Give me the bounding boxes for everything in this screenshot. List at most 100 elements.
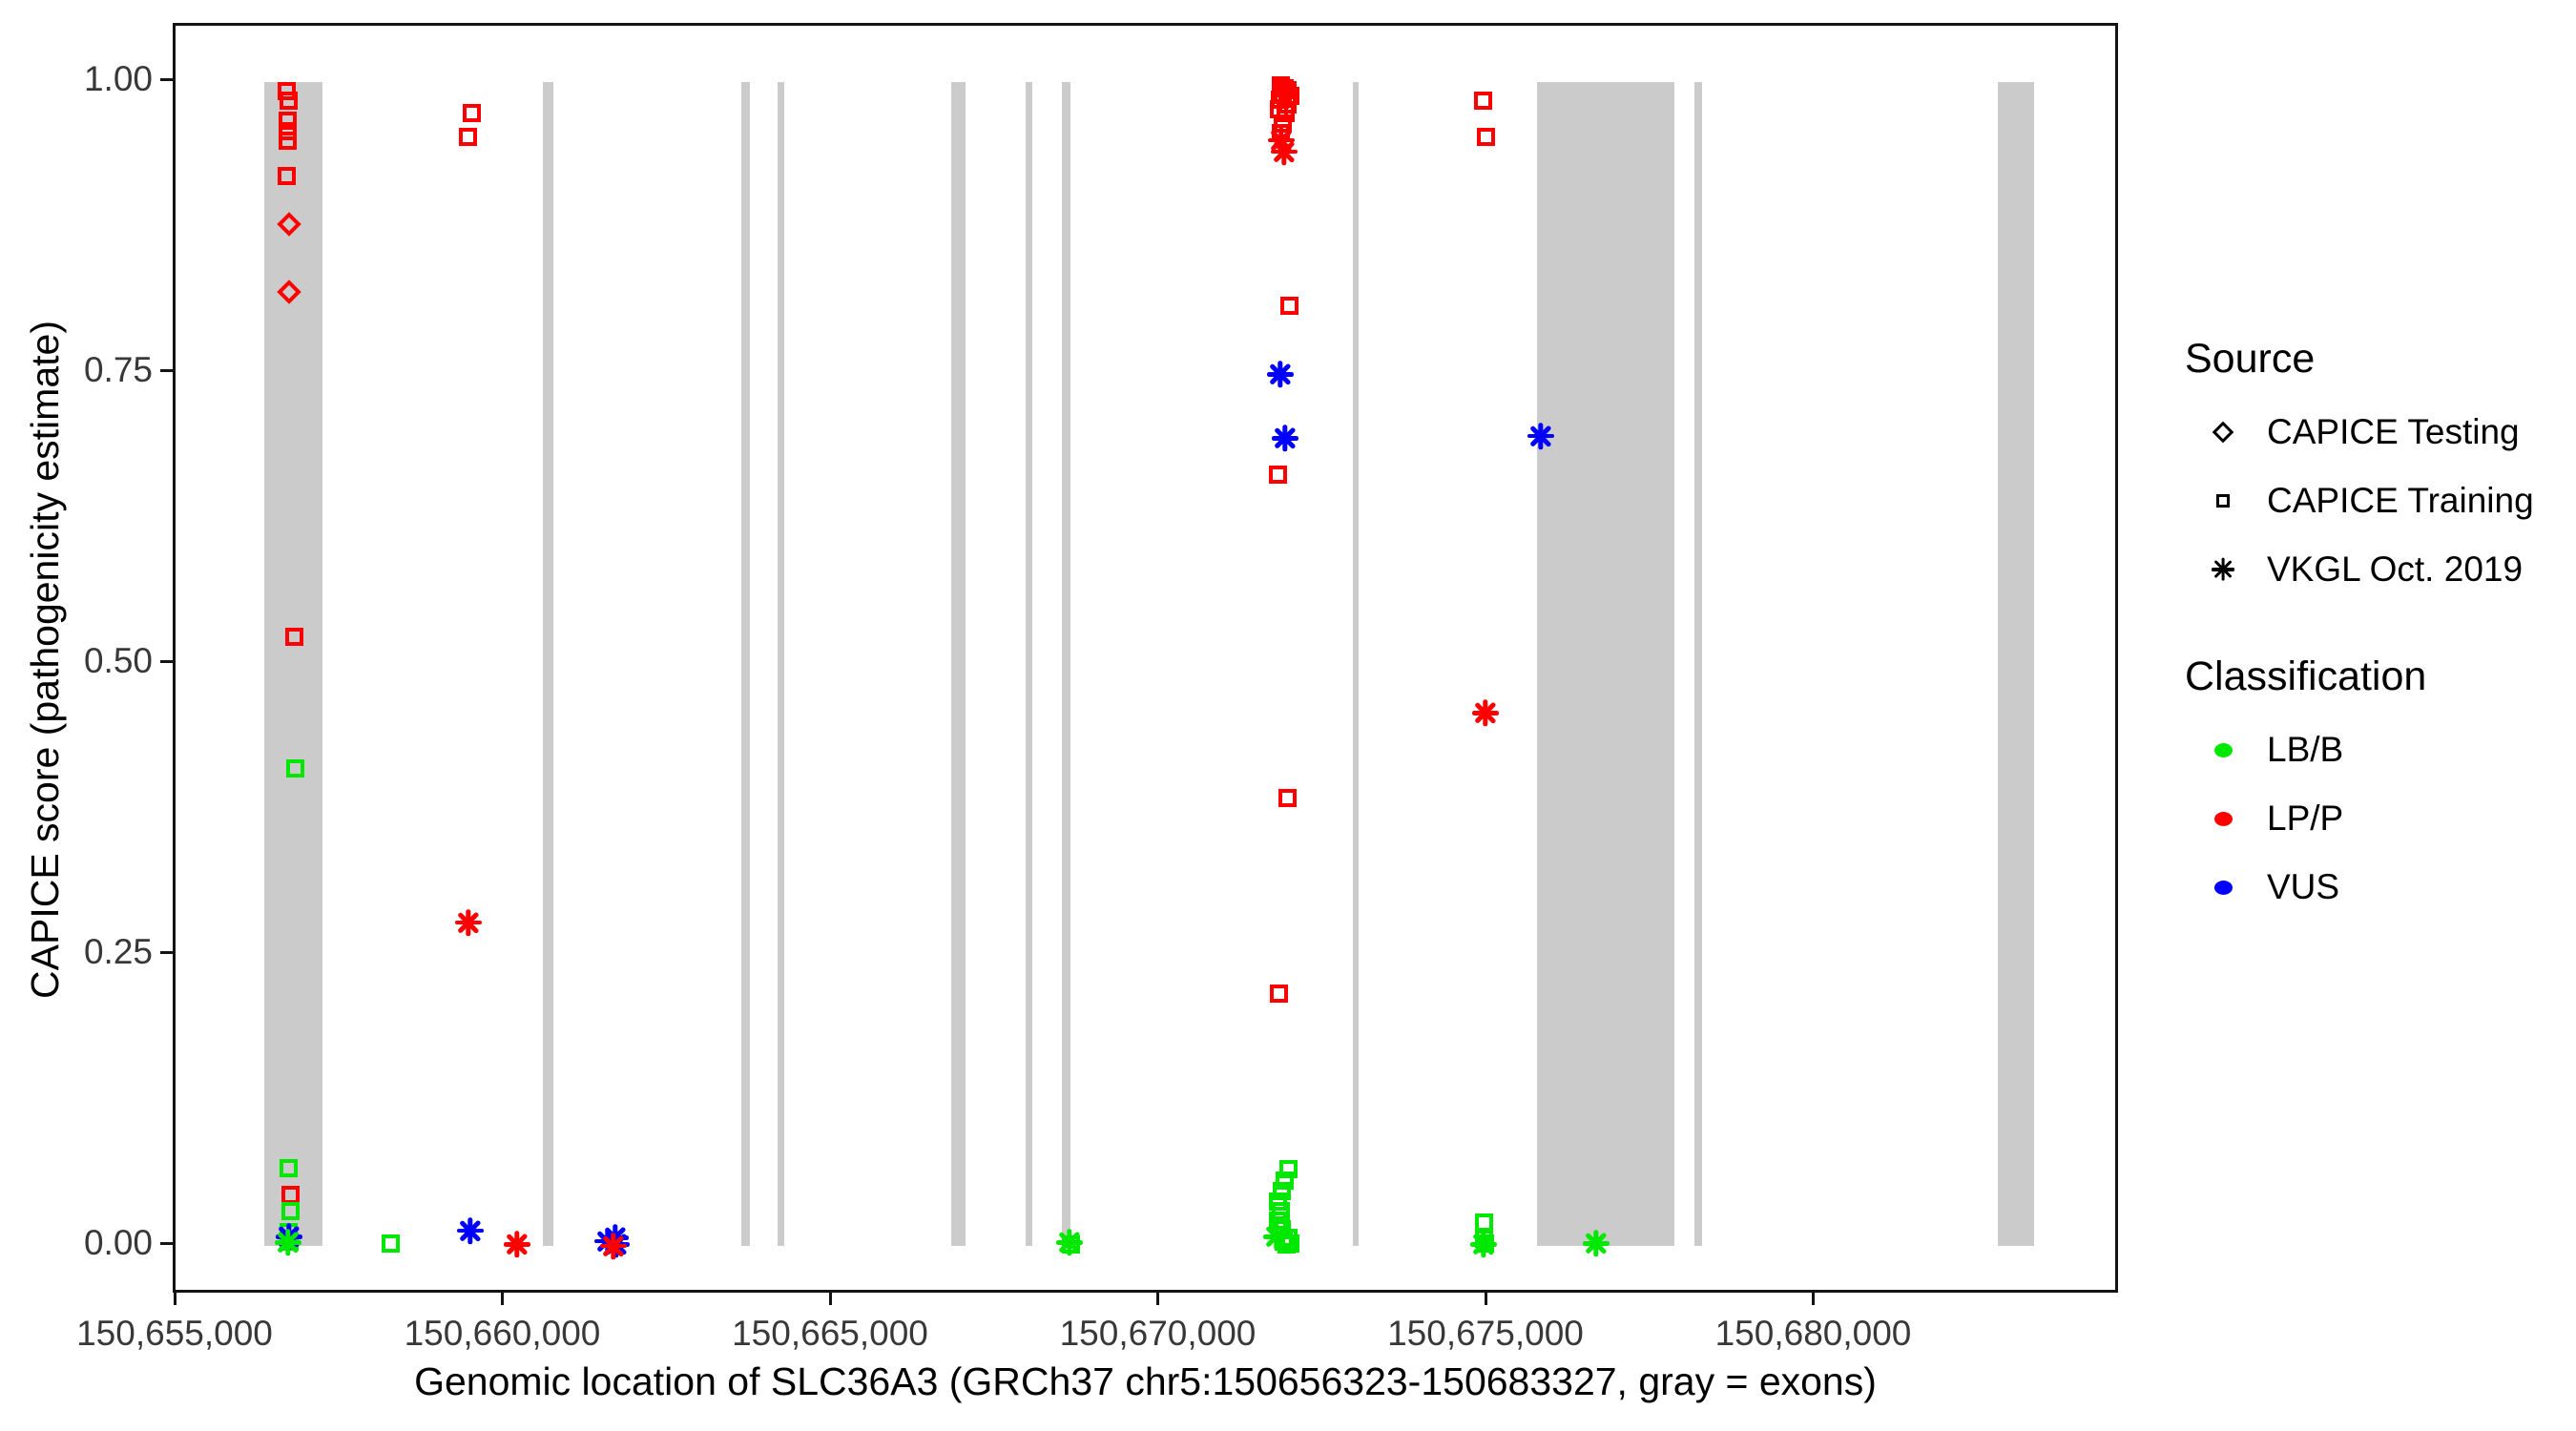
legend-classification-items: LB/B LP/P VUS — [2185, 716, 2566, 922]
y-axis-tick-label: 1.00 — [83, 59, 153, 98]
legend-item-label: CAPICE Testing — [2267, 412, 2520, 451]
x-axis-title: Genomic location of SLC36A3 (GRCh37 chr5… — [414, 1359, 1877, 1403]
diamond-icon — [2212, 421, 2234, 444]
x-axis-tick — [1484, 1293, 1487, 1305]
y-axis-tick — [160, 659, 173, 663]
data-point-square — [1279, 1159, 1298, 1178]
legend-item-training: CAPICE Training — [2185, 467, 2566, 535]
data-point-square — [279, 92, 298, 111]
x-axis-tick — [173, 1293, 177, 1305]
data-point-square — [1269, 1192, 1288, 1212]
data-point-square — [1276, 104, 1295, 123]
exon-band — [950, 82, 966, 1246]
data-point-asterisk — [1272, 425, 1299, 452]
legend-glyph — [2185, 880, 2261, 895]
y-axis-tick — [160, 368, 173, 372]
data-point-square — [458, 127, 477, 146]
legend-glyph — [2185, 421, 2261, 444]
data-point-square — [463, 104, 482, 123]
x-axis-tick-label: 150,655,000 — [76, 1314, 273, 1353]
data-point-square — [278, 121, 297, 140]
data-point-asterisk — [1527, 422, 1554, 449]
exon-band — [1998, 82, 2035, 1246]
square-icon — [2216, 494, 2230, 508]
exon-band — [542, 82, 554, 1246]
legend-item-label: LP/P — [2267, 798, 2344, 838]
data-point-square — [278, 131, 297, 150]
data-point-square — [285, 759, 304, 778]
data-point-asterisk — [1469, 1231, 1497, 1258]
data-point-asterisk — [1263, 1223, 1291, 1251]
exon-band — [1352, 82, 1359, 1246]
dot-icon — [2213, 811, 2233, 826]
data-point-square — [1477, 127, 1496, 146]
legend-item-label: LB/B — [2267, 730, 2344, 769]
legend-item-testing: CAPICE Testing — [2185, 398, 2566, 467]
data-point-square — [1474, 92, 1492, 111]
exon-band — [264, 82, 322, 1246]
legend-item-label: CAPICE Training — [2267, 481, 2534, 520]
legend-source-items: CAPICE Testing CAPICE Training VKGL Oct. 2… — [2185, 398, 2566, 604]
x-axis-tick — [501, 1293, 504, 1305]
data-point-square — [1279, 296, 1298, 315]
data-point-asterisk — [1270, 138, 1298, 166]
legend-glyph — [2185, 742, 2261, 757]
legend-item-LPP: LP/P — [2185, 784, 2566, 853]
legend-item-VUS: VUS — [2185, 853, 2566, 922]
data-point-square — [1061, 1235, 1080, 1255]
exon-band — [1025, 82, 1032, 1246]
legend-source-title: Source — [2185, 336, 2316, 382]
legend-classification-title: Classification — [2185, 653, 2427, 699]
y-axis-tick-label: 0.75 — [83, 350, 153, 389]
data-point-square — [1271, 1201, 1290, 1220]
y-axis-tick — [160, 1241, 173, 1245]
x-axis-tick-label: 150,680,000 — [1714, 1314, 1912, 1353]
exon-band — [1694, 82, 1702, 1246]
legend-gap — [2185, 604, 2566, 653]
data-point-square — [382, 1234, 401, 1254]
dot-icon — [2213, 880, 2233, 895]
data-point-asterisk — [454, 908, 482, 936]
legend-glyph — [2185, 811, 2261, 826]
data-point-square — [278, 167, 297, 186]
y-axis-tick-label: 0.50 — [83, 641, 153, 680]
data-point-square — [1275, 1172, 1294, 1191]
exon-band — [1536, 82, 1675, 1246]
asterisk-icon — [2212, 558, 2234, 581]
data-point-square — [279, 1158, 298, 1177]
exon-band — [740, 82, 750, 1246]
legend-item-vkgl: VKGL Oct. 2019 — [2185, 535, 2566, 604]
data-point-square — [281, 1185, 301, 1204]
x-axis-tick-label: 150,665,000 — [732, 1314, 928, 1353]
legend-item-LBB: LB/B — [2185, 716, 2566, 784]
exon-band — [1061, 82, 1070, 1246]
data-point-asterisk — [1583, 1230, 1610, 1257]
data-point-asterisk — [1471, 699, 1499, 727]
x-axis-tick-label: 150,670,000 — [1059, 1314, 1257, 1353]
y-axis-title: CAPICE score (pathogenicity estimate) — [23, 321, 67, 999]
data-point-square — [1278, 788, 1297, 807]
data-point-square — [285, 628, 304, 647]
data-point-asterisk — [1056, 1229, 1083, 1256]
legend-item-label: VUS — [2267, 867, 2340, 906]
data-point-asterisk — [504, 1231, 531, 1258]
x-axis-tick-label: 150,675,000 — [1387, 1314, 1584, 1353]
data-point-square — [1273, 1182, 1292, 1201]
x-axis-tick — [1156, 1293, 1159, 1305]
legend-glyph — [2185, 558, 2261, 581]
data-point-square — [1270, 984, 1288, 1003]
data-point-square — [1269, 465, 1288, 484]
data-point-asterisk — [1268, 127, 1296, 154]
data-point-square — [278, 111, 297, 130]
data-point-square — [281, 1201, 300, 1220]
plot-panel — [173, 23, 2118, 1293]
data-point-asterisk — [599, 1233, 627, 1259]
data-point-asterisk — [274, 1229, 301, 1256]
y-axis-tick-label: 0.25 — [83, 932, 153, 971]
y-axis-tick — [160, 950, 173, 954]
legend: Source CAPICE Testing CAPICE Training VKGL… — [2185, 336, 2566, 922]
exon-band — [777, 82, 785, 1246]
x-axis-tick — [1812, 1293, 1815, 1305]
legend-item-label: VKGL Oct. 2019 — [2267, 550, 2524, 589]
y-axis-tick-label: 0.00 — [83, 1223, 153, 1262]
